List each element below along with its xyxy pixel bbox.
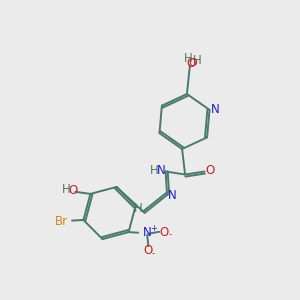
Text: O: O: [188, 58, 197, 68]
Text: H: H: [134, 202, 143, 215]
Text: O: O: [69, 184, 78, 197]
Text: N: N: [143, 226, 152, 239]
Text: H: H: [62, 183, 71, 196]
Text: -: -: [152, 250, 155, 259]
Text: O: O: [144, 244, 153, 257]
Text: N: N: [168, 189, 177, 202]
Text: H: H: [184, 52, 193, 64]
Text: N: N: [211, 103, 219, 116]
Text: O: O: [186, 57, 195, 70]
Text: O: O: [159, 226, 169, 239]
Text: H: H: [193, 54, 202, 67]
Text: O: O: [206, 164, 214, 177]
Text: H: H: [150, 164, 159, 177]
Text: Br: Br: [55, 215, 68, 228]
Text: N: N: [157, 164, 166, 177]
Text: -: -: [168, 230, 172, 239]
Text: +: +: [150, 224, 157, 233]
